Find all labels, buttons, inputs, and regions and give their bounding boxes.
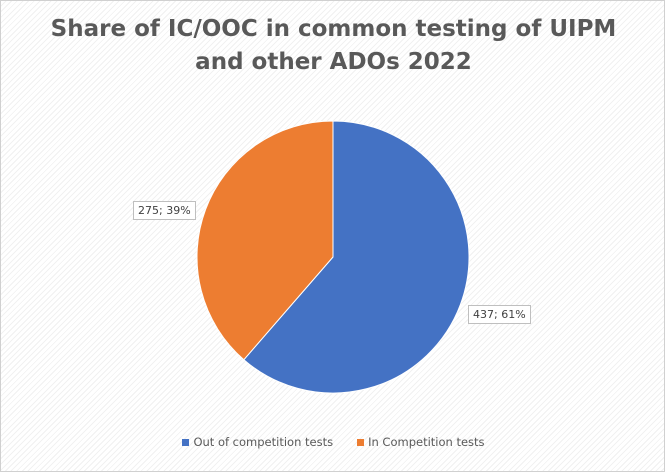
chart-title-line2: and other ADOs 2022 (195, 49, 472, 75)
legend-label: Out of competition tests (193, 435, 334, 449)
chart-title: Share of IC/OOC in common testing of UIP… (1, 13, 665, 79)
pie-slice-out-of-competition (243, 120, 470, 394)
legend-swatch-orange (357, 438, 365, 446)
legend-item-in-competition: In Competition tests (357, 435, 485, 449)
data-label-in-competition: 275; 39% (133, 201, 196, 220)
legend: Out of competition tests In Competition … (1, 435, 665, 449)
legend-label: In Competition tests (368, 435, 485, 449)
legend-item-out-of-competition: Out of competition tests (182, 435, 333, 449)
legend-swatch-blue (182, 438, 190, 446)
data-label-out-of-competition: 437; 61% (468, 305, 531, 324)
pie-slice-in-competition (196, 120, 334, 361)
chart-title-line1: Share of IC/OOC in common testing of UIP… (50, 16, 617, 42)
